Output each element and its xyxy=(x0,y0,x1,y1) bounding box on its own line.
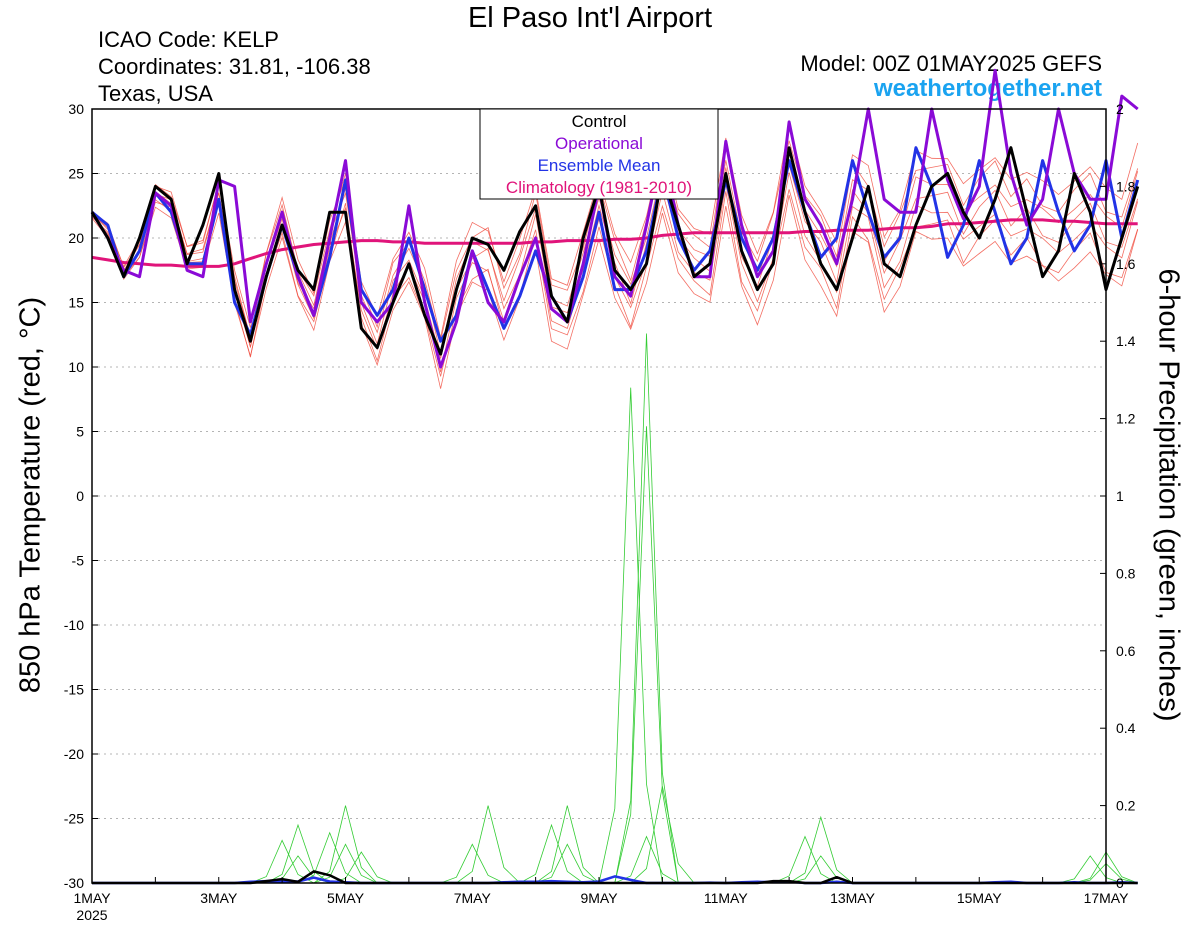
y2-tick-label: 0.8 xyxy=(1116,565,1136,581)
ensemble-member-precip-line xyxy=(92,805,1138,884)
x-tick-label: 11MAY xyxy=(704,890,748,906)
legend-box xyxy=(479,108,719,200)
y-tick-label: 10 xyxy=(68,359,84,375)
y-tick-label: -15 xyxy=(64,682,84,698)
region-label: Texas, USA xyxy=(98,81,213,106)
y2-tick-label: 2 xyxy=(1116,101,1124,117)
operational-temperature-line xyxy=(90,68,1139,369)
x-tick-label: 9MAY xyxy=(580,890,618,906)
x-tick-year-label: 2025 xyxy=(76,907,107,923)
y2-tick-label: 0 xyxy=(1116,875,1124,891)
y2-tick-label: 1 xyxy=(1116,488,1124,504)
ensemble-member-precip-line xyxy=(92,823,1138,884)
ensemble-member-precip-line xyxy=(92,863,1138,884)
ensemble-member-precip-line xyxy=(92,851,1138,884)
y2-tick-label: 1.4 xyxy=(1116,333,1136,349)
legend-entry: Climatology (1981-2010) xyxy=(506,178,692,197)
icao-code-label: ICAO Code: KELP xyxy=(98,27,279,52)
legend: Control Operational Ensemble Mean Climatolo… xyxy=(479,108,719,200)
ensemble-member-precip-line xyxy=(92,387,1138,884)
x-tick-label: 1MAY xyxy=(73,890,111,906)
y2-tick-label: 1.8 xyxy=(1116,178,1136,194)
x-tick-label: 13MAY xyxy=(830,890,876,906)
legend-entry: Control xyxy=(572,112,627,131)
x-tick-label: 15MAY xyxy=(957,890,1003,906)
ensemble-member-precip-line xyxy=(92,855,1138,884)
ensemble-member-temperature-line xyxy=(91,195,1139,389)
y2-tick-label: 0.6 xyxy=(1116,643,1136,659)
y-tick-label: -25 xyxy=(64,811,84,827)
chart-title: El Paso Int'l Airport xyxy=(467,2,713,34)
control-temperature-line xyxy=(90,146,1140,356)
y-tick-label: 0 xyxy=(76,488,84,504)
y-tick-label: -10 xyxy=(64,617,84,633)
x-tick-label: 5MAY xyxy=(327,890,365,906)
ensemble-member-precip-line xyxy=(92,805,1138,884)
y2-tick-label: 1.2 xyxy=(1116,411,1136,427)
y-tick-label: -30 xyxy=(64,875,84,891)
y-tick-label: 15 xyxy=(68,295,84,311)
y2-tick-label: 0.4 xyxy=(1116,720,1136,736)
y-tick-label: 5 xyxy=(76,424,84,440)
coordinates-label: Coordinates: 31.81, -106.38 xyxy=(98,54,371,79)
y-tick-label: -5 xyxy=(72,553,85,569)
ensemble-member-precip-line xyxy=(92,851,1138,884)
site-link[interactable]: weathertogether.net xyxy=(873,75,1102,102)
x-tick-label: 17MAY xyxy=(1084,890,1130,906)
x-tick-label: 3MAY xyxy=(200,890,238,906)
legend-entry: Operational xyxy=(555,134,643,153)
ensemble-member-precip-line xyxy=(92,855,1138,884)
climatology-line xyxy=(91,218,1138,268)
ensemble-member-precip-line xyxy=(92,815,1138,884)
y-tick-label: 20 xyxy=(68,230,84,246)
y-tick-label: -20 xyxy=(64,746,84,762)
ensemble-member-precip-line xyxy=(92,855,1138,884)
y-tick-label: 30 xyxy=(68,101,84,117)
ensemble-member-precip-line xyxy=(92,426,1138,884)
y2-tick-label: 1.6 xyxy=(1116,256,1136,272)
y-tick-label: 25 xyxy=(68,166,84,182)
ensemble-member-precip-line xyxy=(92,823,1138,884)
legend-entry: Ensemble Mean xyxy=(538,156,661,175)
x-tick-label: 7MAY xyxy=(454,890,492,906)
ensemble-member-precip-line xyxy=(92,805,1138,884)
model-run-label: Model: 00Z 01MAY2025 GEFS xyxy=(800,51,1102,76)
y2-tick-label: 0.2 xyxy=(1116,798,1136,814)
